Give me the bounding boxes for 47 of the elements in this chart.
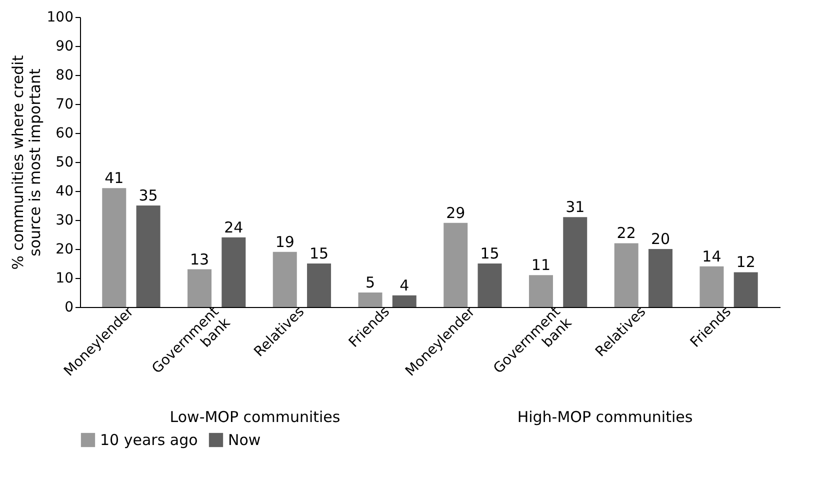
y-tick-label: 20 (56, 242, 74, 258)
y-tick-label: 50 (56, 154, 74, 170)
text: Low-MOP communities (170, 408, 340, 426)
bar (478, 264, 502, 307)
y-tick-label: 30 (56, 212, 74, 228)
bar (358, 292, 382, 307)
bar (102, 188, 126, 307)
y-tick-label: 60 (56, 126, 74, 142)
legend-label: 10 years ago (100, 431, 198, 449)
y-tick-label: 80 (56, 68, 74, 84)
y-tick-label: 70 (56, 96, 74, 112)
bar (734, 272, 758, 307)
bar (563, 217, 588, 307)
bar (648, 249, 672, 307)
y-tick-label: 100 (46, 10, 74, 26)
bar (222, 237, 246, 307)
data-label: 31 (566, 198, 585, 216)
data-label: 19 (275, 232, 294, 251)
bar (272, 252, 297, 307)
text: High-MOP communities (517, 408, 693, 426)
bar (614, 243, 638, 307)
bar (392, 295, 416, 307)
bar (528, 275, 553, 307)
bar (307, 264, 332, 307)
bar (188, 269, 212, 307)
bar (700, 266, 724, 307)
data-label: 12 (736, 253, 756, 272)
data-label: 14 (702, 247, 722, 266)
data-label: 11 (531, 256, 551, 274)
bar (444, 222, 468, 307)
y-tick-label: 40 (56, 184, 74, 200)
y-tick-label: 90 (56, 38, 74, 54)
data-label: 24 (224, 218, 244, 236)
data-label: 4 (400, 276, 410, 294)
data-label: 29 (446, 204, 466, 222)
data-label: 15 (480, 244, 500, 262)
y-axis-title: % communities where credit source is most important (8, 55, 44, 270)
data-label: 5 (365, 274, 376, 292)
data-label: 41 (104, 169, 124, 188)
data-label: 13 (190, 250, 210, 268)
data-label: 15 (309, 244, 329, 262)
data-label: 22 (616, 224, 636, 242)
legend-label: Now (228, 431, 261, 449)
data-label: 20 (650, 230, 670, 248)
data-label: 35 (138, 186, 158, 204)
y-tick-label: 10 (56, 270, 74, 286)
bar (136, 206, 160, 307)
